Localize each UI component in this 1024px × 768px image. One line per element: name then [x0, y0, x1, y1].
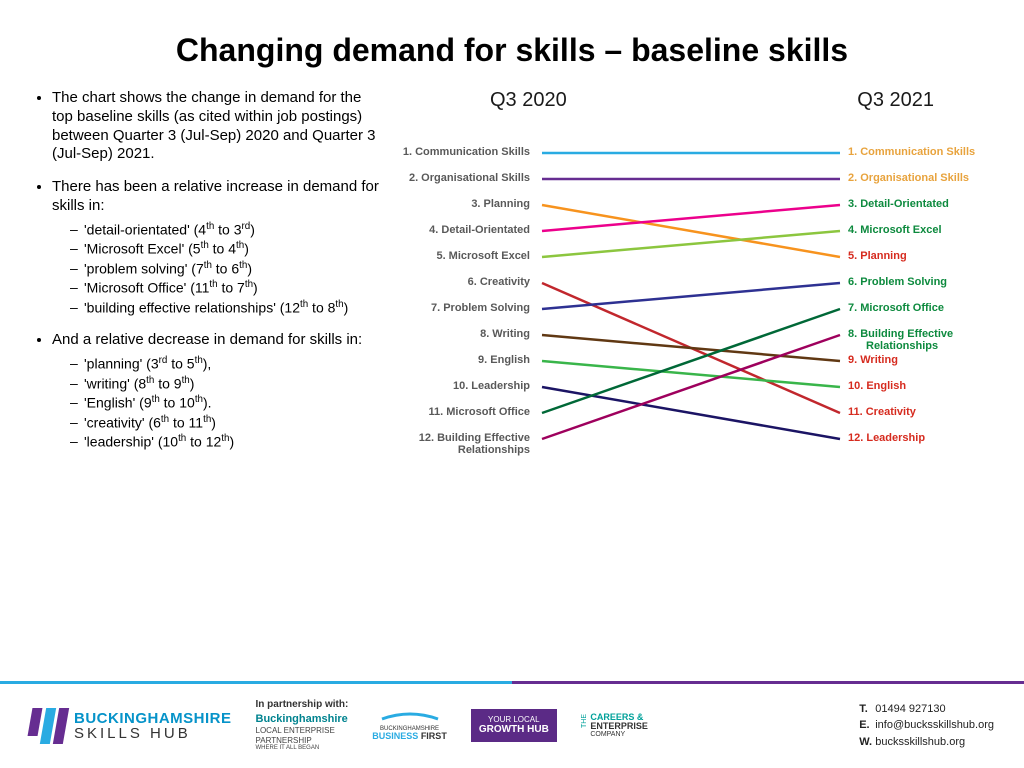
left-skill-label: 5. Microsoft Excel — [390, 250, 530, 262]
right-skill-label: 2. Organisational Skills — [848, 172, 988, 184]
contact-info: T.01494 927130 E.info@bucksskillshub.org… — [859, 701, 994, 751]
increase-bullet: There has been a relative increase in de… — [52, 178, 380, 317]
decrease-item: 'writing' (8th to 9th) — [70, 374, 380, 394]
left-skill-label: 3. Planning — [390, 198, 530, 210]
increase-item: 'problem solving' (7th to 6th) — [70, 259, 380, 279]
text-column: The chart shows the change in demand for… — [30, 89, 390, 519]
decrease-item: 'creativity' (6th to 11th) — [70, 413, 380, 433]
decrease-item: 'planning' (3rd to 5th), — [70, 354, 380, 374]
growth-hub-logo: YOUR LOCAL GROWTH HUB — [471, 709, 557, 743]
left-skill-label: 10. Leadership — [390, 380, 530, 392]
slope-line — [542, 309, 840, 413]
right-skill-label: 7. Microsoft Office — [848, 302, 988, 314]
left-skill-label: 4. Detail-Orientated — [390, 224, 530, 236]
main-content: The chart shows the change in demand for… — [0, 89, 1024, 519]
slope-line — [542, 231, 840, 257]
slope-line — [542, 205, 840, 231]
right-skill-label: 8. Building EffectiveRelationships — [848, 328, 988, 352]
left-header: Q3 2020 — [490, 89, 567, 112]
left-skill-label: 7. Problem Solving — [390, 302, 530, 314]
left-skill-label: 11. Microsoft Office — [390, 406, 530, 418]
page-title: Changing demand for skills – baseline sk… — [0, 0, 1024, 89]
left-skill-label: 8. Writing — [390, 328, 530, 340]
decrease-bullet: And a relative decrease in demand for sk… — [52, 331, 380, 451]
right-skill-label: 6. Problem Solving — [848, 276, 988, 288]
increase-item: 'Microsoft Excel' (5th to 4th) — [70, 239, 380, 259]
left-skill-label: 2. Organisational Skills — [390, 172, 530, 184]
decrease-item: 'English' (9th to 10th). — [70, 393, 380, 413]
right-skill-label: 4. Microsoft Excel — [848, 224, 988, 236]
slope-chart: Q3 2020 Q3 2021 1. Communication Skills 2… — [390, 89, 994, 519]
slope-line — [542, 335, 840, 439]
partnership-block: In partnership with: Buckinghamshire LOC… — [256, 699, 349, 753]
slope-line — [542, 361, 840, 387]
left-skill-label: 9. English — [390, 354, 530, 366]
increase-item: 'Microsoft Office' (11th to 7th) — [70, 278, 380, 298]
slope-line — [542, 283, 840, 309]
right-header: Q3 2021 — [857, 89, 934, 112]
footer: BUCKINGHAMSHIRE SKILLS HUB In partnershi… — [0, 682, 1024, 768]
bbf-logo: BUCKINGHAMSHIRE BUSINESS FIRST — [372, 709, 447, 742]
right-skill-label: 10. English — [848, 380, 988, 392]
left-skill-label: 1. Communication Skills — [390, 146, 530, 158]
right-skill-label: 1. Communication Skills — [848, 146, 988, 158]
right-skill-label: 9. Writing — [848, 354, 988, 366]
increase-item: 'building effective relationships' (12th… — [70, 298, 380, 318]
right-skill-label: 3. Detail-Orientated — [848, 198, 988, 210]
slope-line — [542, 335, 840, 361]
right-skill-label: 5. Planning — [848, 250, 988, 262]
increase-item: 'detail-orientated' (4th to 3rd) — [70, 220, 380, 240]
slope-line — [542, 205, 840, 257]
skills-hub-logo: BUCKINGHAMSHIRE SKILLS HUB — [30, 708, 232, 744]
decrease-item: 'leadership' (10th to 12th) — [70, 432, 380, 452]
careers-logo: THE CAREERS & ENTERPRISE COMPANY — [581, 713, 648, 738]
right-skill-label: 11. Creativity — [848, 406, 988, 418]
left-skill-label: 6. Creativity — [390, 276, 530, 288]
left-skill-label: 12. Building Effective Relationships — [390, 432, 530, 456]
bullet-list: The chart shows the change in demand for… — [30, 89, 380, 452]
intro-bullet: The chart shows the change in demand for… — [52, 89, 380, 164]
right-skill-label: 12. Leadership — [848, 432, 988, 444]
footer-divider — [0, 681, 1024, 684]
